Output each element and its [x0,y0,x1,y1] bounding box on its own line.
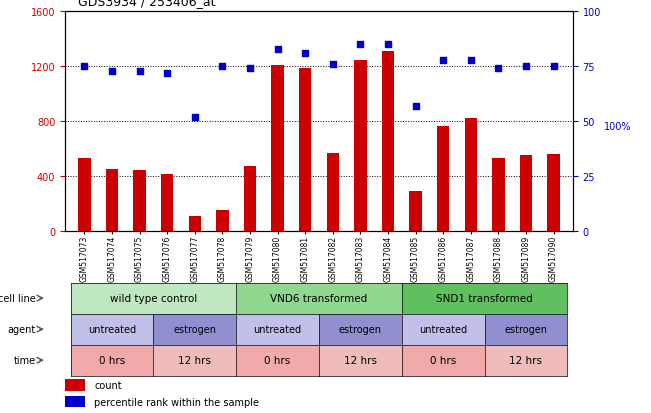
Bar [437,127,449,231]
Point [162,70,173,77]
Point [465,57,476,64]
Point [189,114,200,121]
Point [493,66,504,73]
Bar [189,216,201,231]
Bar [271,66,284,231]
Point [438,57,449,64]
Point [410,103,421,110]
Point [217,64,228,71]
Text: estrogen: estrogen [173,324,216,335]
Text: estrogen: estrogen [505,324,547,335]
Bar [381,52,395,231]
Bar [299,69,311,231]
Point [245,66,255,73]
Text: estrogen: estrogen [339,324,382,335]
Point [383,42,393,49]
Bar [161,175,173,231]
Bar [409,192,422,231]
Text: time: time [14,355,36,366]
Point [134,68,145,75]
Text: SND1 transformed: SND1 transformed [436,293,533,304]
Point [521,64,531,71]
Text: cell line: cell line [0,293,36,304]
Bar [216,210,229,231]
Bar [327,154,339,231]
Text: count: count [94,380,122,390]
Text: 12 hrs: 12 hrs [510,355,542,366]
Point [327,62,338,68]
Bar [133,171,146,231]
Point [300,51,311,57]
Point [107,68,117,75]
Text: GDS3934 / 253406_at: GDS3934 / 253406_at [78,0,215,8]
Text: VND6 transformed: VND6 transformed [270,293,368,304]
Point [272,46,283,53]
Bar [78,159,90,231]
Text: percentile rank within the sample: percentile rank within the sample [94,396,259,406]
Bar [465,119,477,231]
Bar [106,170,118,231]
Bar [65,379,85,391]
Text: 0 hrs: 0 hrs [430,355,456,366]
Text: 0 hrs: 0 hrs [99,355,125,366]
Bar [547,155,560,231]
Text: untreated: untreated [419,324,467,335]
Text: agent: agent [8,324,36,335]
Bar [492,159,505,231]
Text: untreated: untreated [88,324,136,335]
Text: wild type control: wild type control [110,293,197,304]
Point [355,42,366,49]
Point [79,64,90,71]
Text: 12 hrs: 12 hrs [178,355,212,366]
Bar [65,396,85,407]
Text: 12 hrs: 12 hrs [344,355,377,366]
Bar [243,167,256,231]
Text: untreated: untreated [253,324,301,335]
Text: 0 hrs: 0 hrs [264,355,291,366]
Bar [354,61,367,231]
Point [548,64,559,71]
Y-axis label: 100%: 100% [603,122,631,132]
Bar [519,155,532,231]
